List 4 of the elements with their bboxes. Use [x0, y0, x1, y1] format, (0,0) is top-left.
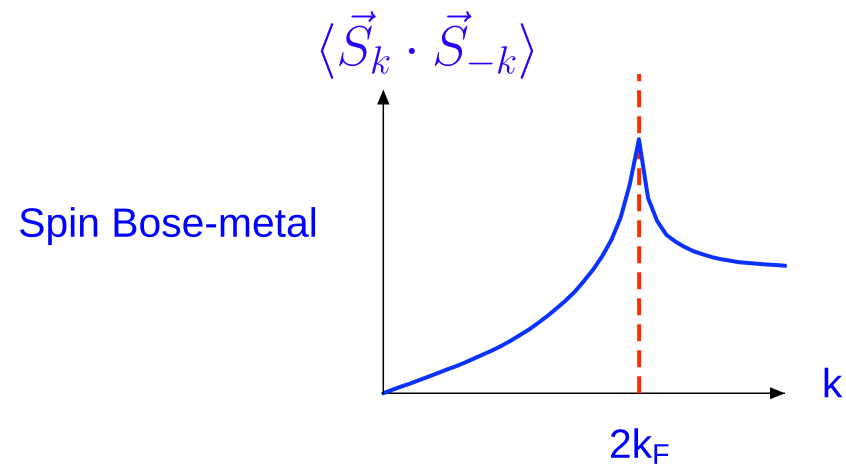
- chart-title: $\langle\vec{S}_k \cdot \vec{S}_{-k}\rangle$: [320, 11, 534, 79]
- x-axis-title: k: [824, 368, 842, 398]
- text: 2k$_{F}$: [611, 428, 668, 464]
- text: Spin Bose-metal: [20, 207, 316, 246]
